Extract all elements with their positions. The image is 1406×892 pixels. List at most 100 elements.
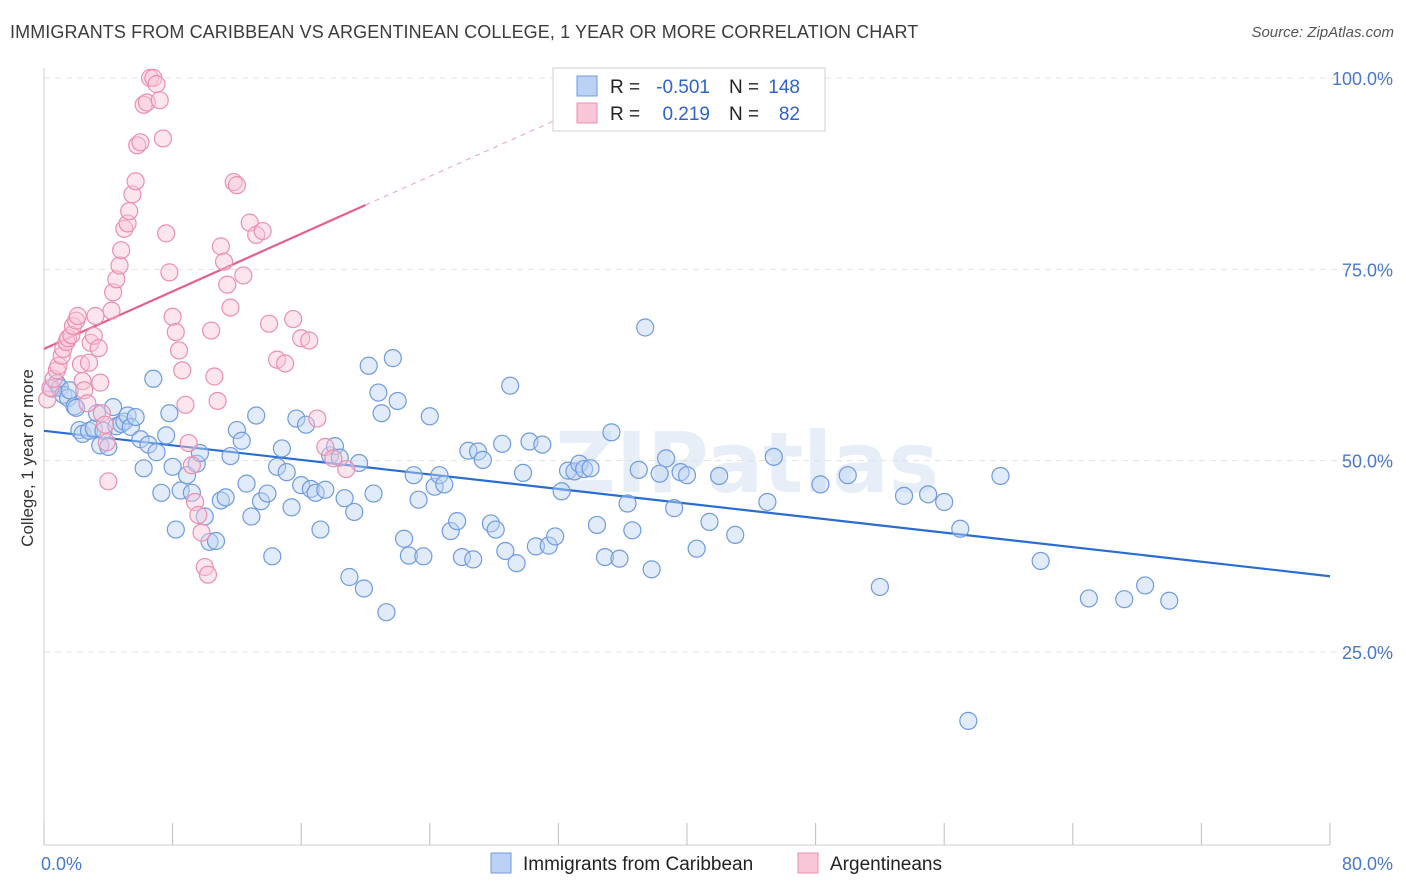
point-caribbean-134	[870, 577, 890, 597]
point-argentineans-57	[192, 523, 211, 542]
point-argentineans-48	[163, 307, 182, 326]
point-argentineans-37	[128, 136, 147, 155]
point-caribbean-10	[79, 421, 99, 440]
point-caribbean-62	[316, 480, 335, 499]
point-argentineans-32	[115, 219, 134, 238]
point-caribbean-112	[587, 515, 607, 535]
point-caribbean-116	[618, 494, 637, 513]
point-argentineans-16	[78, 394, 97, 413]
point-argentineans-56	[189, 505, 208, 525]
stats-n-value-blue: 148	[768, 77, 800, 98]
point-caribbean-30	[160, 404, 179, 423]
point-argentineans-81	[324, 449, 343, 468]
point-caribbean-7	[67, 398, 86, 417]
point-caribbean-45	[232, 431, 251, 450]
point-caribbean-117	[623, 521, 642, 540]
chart-title: IMMIGRANTS FROM CARIBBEAN VS ARGENTINEAN…	[10, 22, 919, 42]
x-tick-labels: 0.0% 80.0%	[41, 854, 1393, 874]
point-argentineans-21	[89, 339, 108, 358]
point-argentineans-31	[112, 241, 131, 260]
point-argentineans-65	[218, 275, 237, 294]
stats-r-label-blue: R =	[610, 77, 640, 98]
legend-swatch-caribbean	[490, 852, 512, 874]
point-caribbean-22	[126, 407, 145, 427]
point-caribbean-90	[459, 441, 478, 460]
stats-n-value-pink: 82	[779, 104, 800, 125]
point-caribbean-126	[687, 539, 706, 558]
point-caribbean-133	[838, 466, 857, 485]
point-caribbean-48	[247, 406, 266, 425]
point-caribbean-140	[991, 466, 1010, 486]
point-caribbean-132	[811, 475, 830, 494]
legend-label-caribbean: Immigrants from Caribbean	[523, 854, 753, 875]
point-caribbean-118	[629, 460, 648, 479]
point-argentineans-36	[126, 172, 145, 191]
point-caribbean-66	[335, 489, 354, 508]
point-argentineans-79	[308, 409, 327, 428]
point-argentineans-5	[52, 346, 71, 365]
point-argentineans-29	[107, 270, 126, 289]
point-caribbean-141	[1031, 551, 1050, 571]
grid-lines	[44, 77, 1390, 653]
y-tick-label-1: 50.0%	[1342, 452, 1393, 472]
point-argentineans-50	[169, 341, 189, 360]
point-caribbean-123	[665, 499, 684, 518]
point-argentineans-47	[160, 263, 179, 282]
point-caribbean-91	[464, 550, 483, 569]
trend-line-argentineans	[43, 204, 366, 350]
point-caribbean-111	[581, 459, 600, 478]
point-argentineans-12	[68, 306, 87, 326]
point-caribbean-70	[354, 579, 373, 598]
trend-line-argentineans-extension	[365, 111, 575, 206]
point-caribbean-98	[501, 376, 520, 395]
point-caribbean-32	[166, 520, 185, 539]
point-caribbean-40	[206, 531, 226, 551]
point-argentineans-25	[97, 433, 116, 452]
point-caribbean-119	[636, 318, 655, 337]
point-caribbean-74	[372, 404, 391, 423]
point-argentineans-45	[153, 129, 173, 148]
source-credit: Source: ZipAtlas.com	[1251, 24, 1394, 41]
point-caribbean-24	[134, 459, 153, 478]
point-argentineans-17	[79, 353, 99, 372]
point-caribbean-95	[486, 520, 505, 539]
point-caribbean-86	[435, 475, 454, 494]
point-caribbean-79	[399, 546, 419, 565]
point-caribbean-104	[539, 536, 558, 555]
point-caribbean-88	[448, 512, 467, 531]
point-argentineans-62	[208, 391, 227, 411]
point-argentineans-72	[253, 221, 272, 241]
point-caribbean-65	[330, 448, 349, 467]
point-caribbean-143	[1115, 590, 1134, 609]
point-caribbean-58	[296, 415, 316, 434]
point-caribbean-106	[552, 482, 571, 501]
trend-line-caribbean	[43, 429, 1331, 578]
point-argentineans-76	[284, 309, 303, 329]
point-caribbean-110	[575, 459, 594, 479]
stats-box: R = -0.501 N = 148 R = 0.219 N = 82	[552, 67, 826, 132]
point-argentineans-78	[300, 331, 319, 350]
trend-lines	[43, 111, 1331, 578]
point-caribbean-55	[282, 498, 301, 517]
point-caribbean-33	[171, 481, 190, 500]
point-caribbean-83	[420, 407, 439, 426]
point-caribbean-80	[404, 466, 423, 485]
point-caribbean-144	[1136, 576, 1155, 595]
point-argentineans-68	[227, 176, 246, 195]
point-argentineans-9	[62, 326, 81, 345]
stats-r-value-pink: 0.219	[662, 104, 710, 125]
point-caribbean-50	[258, 484, 277, 503]
series-caribbean	[42, 318, 1179, 730]
legend-swatch-argentineans	[797, 852, 819, 874]
point-caribbean-75	[377, 603, 396, 622]
point-caribbean-61	[311, 520, 330, 539]
point-caribbean-85	[430, 466, 449, 485]
point-argentineans-14	[73, 371, 92, 391]
point-caribbean-92	[468, 442, 488, 461]
point-caribbean-21	[121, 417, 140, 437]
point-argentineans-59	[198, 565, 218, 584]
point-argentineans-75	[276, 354, 295, 373]
x-tick-label-1: 80.0%	[1342, 854, 1393, 874]
point-caribbean-78	[394, 529, 414, 548]
point-argentineans-22	[91, 373, 110, 392]
